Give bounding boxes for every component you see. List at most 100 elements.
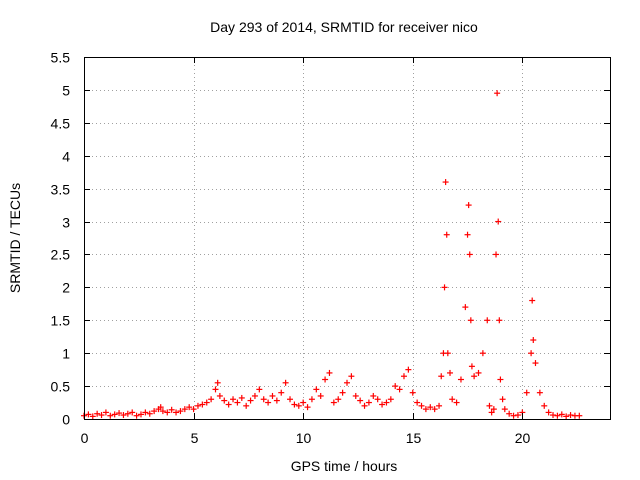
data-point <box>462 304 469 311</box>
data-point <box>567 412 574 419</box>
data-point <box>238 394 245 401</box>
data-point <box>365 399 372 406</box>
data-point <box>107 412 114 419</box>
data-point <box>436 402 443 409</box>
data-point <box>431 406 438 413</box>
data-point <box>499 396 506 403</box>
data-point <box>273 397 280 404</box>
data-point <box>194 402 201 409</box>
data-point <box>295 402 302 409</box>
data-point <box>465 202 472 209</box>
data-point <box>322 376 329 383</box>
data-point <box>449 396 456 403</box>
data-point <box>256 386 263 393</box>
data-point <box>181 406 188 413</box>
y-tick-label: 4 <box>62 149 70 165</box>
data-point <box>501 406 508 413</box>
data-point <box>541 402 548 409</box>
data-point <box>441 284 448 291</box>
data-point <box>344 379 350 386</box>
data-point <box>392 383 399 390</box>
data-point <box>496 317 503 324</box>
x-axis-title: GPS time / hours <box>291 458 398 474</box>
data-point <box>361 402 368 409</box>
data-point <box>471 373 478 380</box>
data-point <box>151 408 158 415</box>
data-point <box>444 350 451 357</box>
data-point <box>422 406 429 413</box>
data-point <box>374 396 381 403</box>
y-tick-label: 3 <box>62 215 70 231</box>
data-point <box>414 399 421 406</box>
data-point <box>484 317 491 324</box>
data-point <box>558 411 565 418</box>
data-point <box>545 409 552 416</box>
data-point <box>387 396 394 403</box>
grid-lines <box>84 57 610 419</box>
data-point <box>532 360 539 367</box>
plot-frame <box>84 57 611 420</box>
data-point <box>447 369 454 376</box>
data-point <box>490 406 497 413</box>
data-point <box>221 397 228 404</box>
data-point <box>466 251 473 258</box>
data-point <box>282 379 289 386</box>
data-point <box>142 409 149 416</box>
data-point <box>352 392 359 399</box>
data-point <box>370 392 377 399</box>
data-point <box>291 401 298 408</box>
y-tick-label: 4.5 <box>51 116 71 132</box>
data-point <box>85 411 92 418</box>
axis-ticks: 0 5 10 15 20 0 0.5 1 1.5 2 2.5 3 3.5 4 4.5 5 5.5 <box>51 50 610 446</box>
data-point <box>225 401 232 408</box>
data-point <box>467 317 474 324</box>
data-point <box>300 399 307 406</box>
data-point <box>317 392 324 399</box>
data-point <box>409 389 416 396</box>
data-point <box>536 389 543 396</box>
data-point <box>494 90 501 97</box>
data-point <box>251 392 258 399</box>
y-tick-label: 2 <box>62 280 70 296</box>
data-point <box>357 397 364 404</box>
data-point <box>442 179 449 186</box>
data-point <box>102 409 109 416</box>
data-point <box>304 404 311 411</box>
data-point <box>468 363 475 370</box>
data-point <box>427 404 434 411</box>
y-axis-title: SRMTID / TECUs <box>7 183 23 293</box>
data-point <box>199 401 206 408</box>
data-point <box>523 389 530 396</box>
data-point <box>308 396 315 403</box>
data-point <box>116 410 123 417</box>
data-point <box>379 401 386 408</box>
data-point <box>247 397 254 404</box>
data-point <box>212 386 219 393</box>
data-point <box>133 412 140 419</box>
data-point <box>120 412 127 419</box>
data-point <box>383 399 390 406</box>
data-point <box>159 408 166 415</box>
data-point <box>243 402 250 409</box>
x-tick-label: 15 <box>406 430 422 446</box>
data-point <box>137 411 144 418</box>
data-point <box>190 406 197 413</box>
data-point <box>313 386 320 393</box>
data-point <box>495 218 502 225</box>
data-point <box>129 409 136 416</box>
data-point <box>230 396 237 403</box>
data-point <box>339 389 346 396</box>
data-point <box>486 402 493 409</box>
data-point <box>164 409 171 416</box>
data-point <box>335 396 342 403</box>
data-point <box>269 392 276 399</box>
data-point <box>475 369 482 376</box>
data-point <box>124 410 131 417</box>
x-tick-label: 5 <box>191 430 199 446</box>
data-point <box>457 376 464 383</box>
y-tick-label: 5.5 <box>51 50 71 66</box>
data-point <box>94 410 101 417</box>
y-tick-label: 2.5 <box>51 247 71 263</box>
data-point <box>265 399 272 406</box>
